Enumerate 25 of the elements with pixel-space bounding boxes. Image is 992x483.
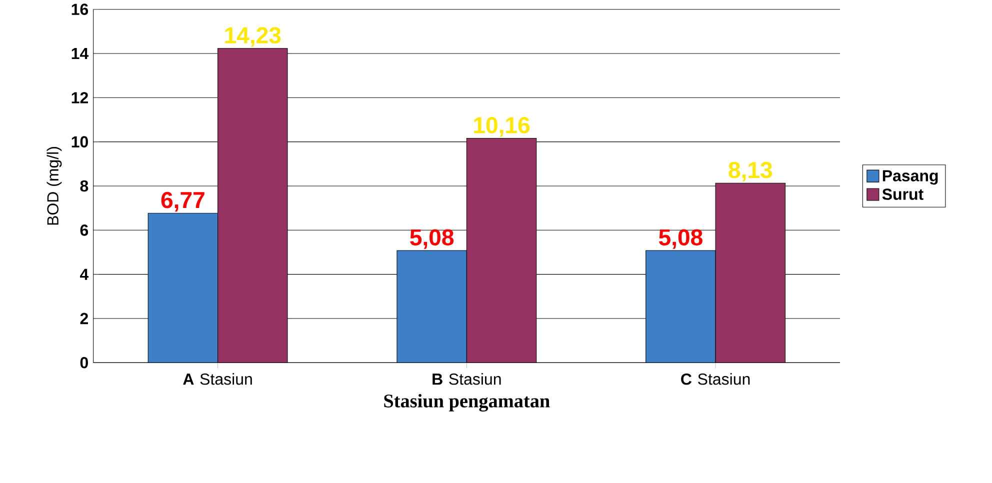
y-tick-label: 16 bbox=[72, 4, 88, 16]
x-axis-title: Stasiun pengamatan bbox=[384, 394, 550, 412]
y-axis-title: BOD (mg/l) bbox=[46, 147, 62, 225]
legend-label: Surut bbox=[882, 188, 924, 200]
x-tick-label: B Stasiun bbox=[432, 373, 501, 385]
data-label: 10,16 bbox=[474, 117, 530, 137]
y-tick-label: 8 bbox=[80, 180, 88, 192]
y-tick-label: 4 bbox=[80, 269, 89, 280]
bar bbox=[466, 138, 537, 363]
bar bbox=[715, 183, 786, 363]
data-label: 14,23 bbox=[225, 27, 281, 47]
data-label: 6,77 bbox=[161, 192, 204, 212]
legend-label: Pasang bbox=[882, 170, 938, 185]
data-label: 8,13 bbox=[728, 162, 772, 182]
data-label: 5,08 bbox=[659, 229, 702, 250]
y-tick-label: 12 bbox=[72, 92, 88, 104]
y-tick-label: 6 bbox=[80, 224, 88, 236]
y-tick-label: 10 bbox=[72, 136, 88, 148]
y-tick-label: 0 bbox=[80, 357, 88, 368]
y-tick-label: 2 bbox=[80, 313, 88, 324]
x-tick-label: A Stasiun bbox=[183, 373, 252, 385]
x-tick-label: C Stasiun bbox=[681, 373, 750, 385]
data-label: 5,08 bbox=[410, 229, 454, 250]
bar bbox=[218, 48, 288, 363]
y-tick-label: 14 bbox=[72, 48, 89, 60]
